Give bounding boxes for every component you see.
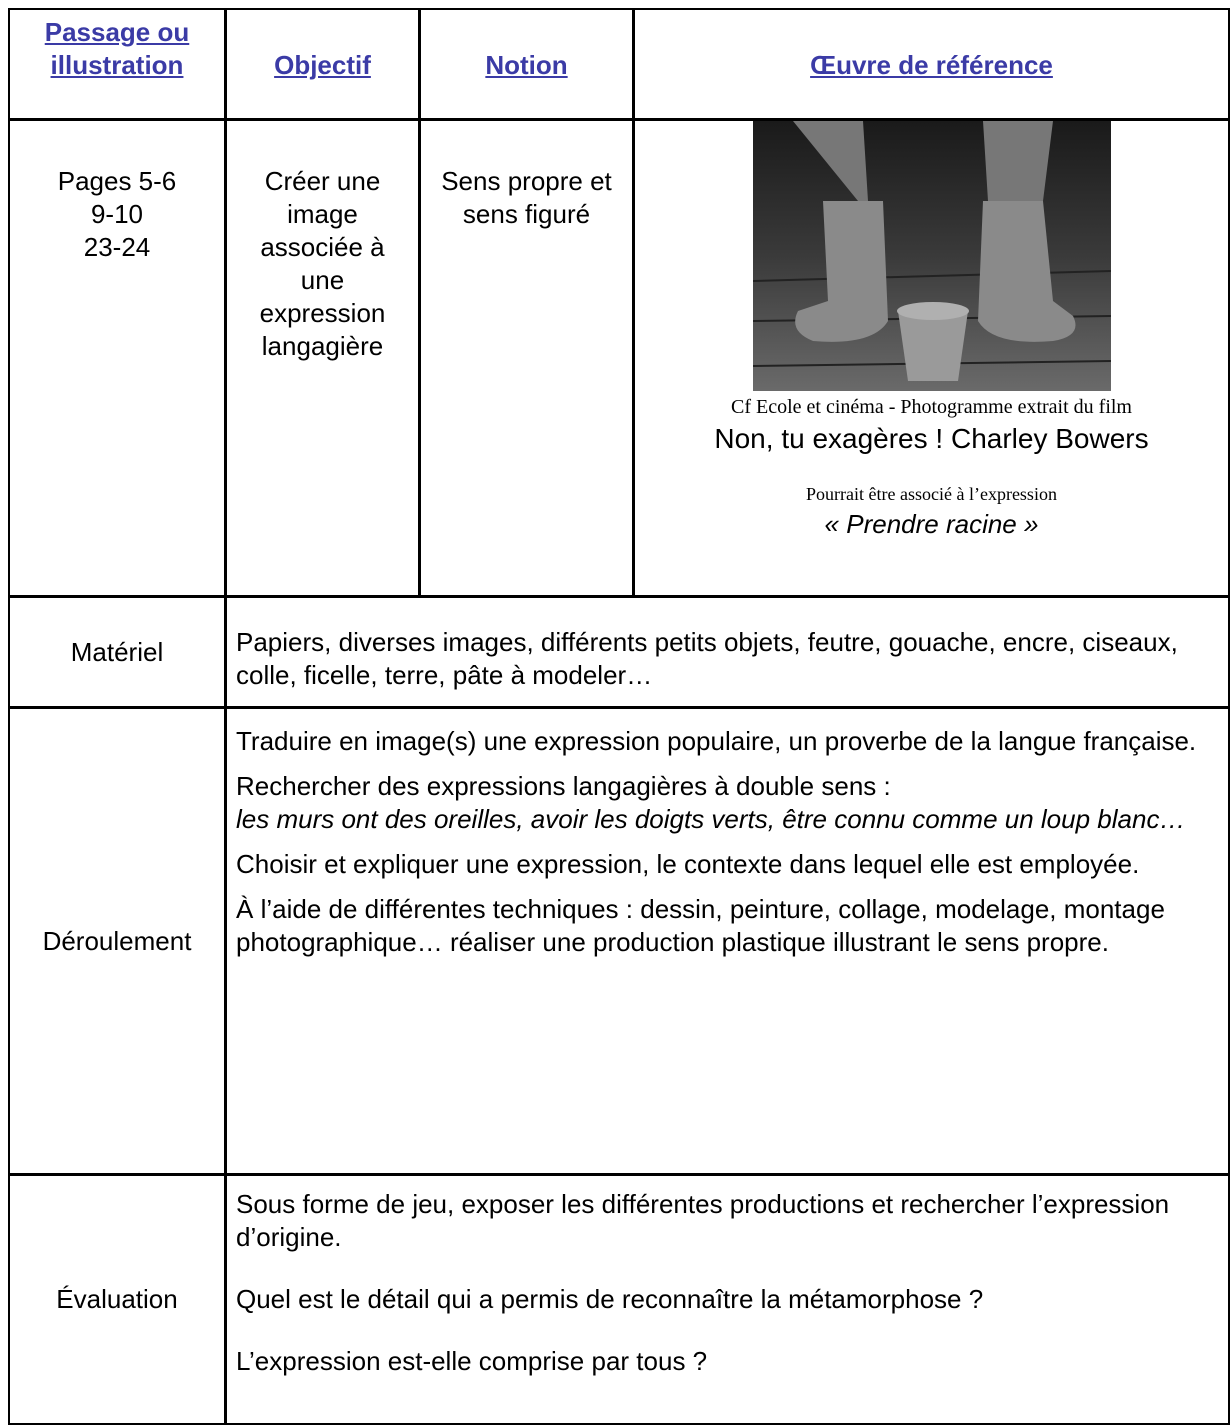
examples: les murs ont des oreilles, avoir les doi… [236,804,1186,834]
film-still [752,121,1111,391]
film-title: Non, tu exagères ! Charley Bowers [714,423,1149,454]
header-oeuvre: Œuvre de référence [633,8,1230,120]
paragraph: Choisir et expliquer une expression, le … [236,849,1140,879]
notion-cell: Sens propre et sens figuré [419,119,634,597]
row-label: Évaluation [56,1284,178,1314]
paragraph: Rechercher des expressions langagières à… [236,770,1218,836]
header-text: Œuvre de référence [810,50,1053,80]
header-passage: Passage ou illustration [8,8,226,120]
expression: « Prendre racine » [824,509,1039,539]
objectif-text: Créer une image associée à une expressio… [259,166,386,361]
deroulement-cell: Traduire en image(s) une expression popu… [225,707,1230,1175]
materiel-text: Papiers, diverses images, différents pet… [236,627,1178,690]
evaluation-label-cell: Évaluation [8,1174,226,1425]
note: Pourrait être associé à l’expression [806,484,1057,504]
header-text: Passage ou illustration [44,17,190,80]
header-text: Notion [485,50,568,80]
paragraph: Sous forme de jeu, exposer les différent… [236,1189,1170,1252]
header-text: Objectif [274,50,371,80]
paragraph: À l’aide de différentes techniques : des… [236,894,1165,957]
row-label: Déroulement [42,925,192,956]
objectif-cell: Créer une image associée à une expressio… [225,119,420,597]
header-notion: Notion [419,8,634,120]
notion-text: Sens propre et sens figuré [441,166,612,229]
materiel-label-cell: Matériel [8,596,226,708]
paragraph: L’expression est-elle comprise par tous … [236,1346,708,1376]
paragraph: Traduire en image(s) une expression popu… [236,726,1197,756]
caption: Cf Ecole et cinéma - Photogramme extrait… [731,396,1132,418]
pages-line: Pages 5-6 [57,166,177,196]
pages-line: 9-10 [90,199,144,229]
deroulement-label-cell: Déroulement [8,707,226,1175]
oeuvre-cell: Cf Ecole et cinéma - Photogramme extrait… [633,119,1230,597]
paragraph-text: Rechercher des expressions langagières à… [236,771,891,801]
evaluation-cell: Sous forme de jeu, exposer les différent… [225,1174,1230,1425]
materiel-cell: Papiers, diverses images, différents pet… [225,596,1230,708]
pages-cell: Pages 5-6 9-10 23-24 [8,119,226,597]
header-objectif: Objectif [225,8,420,120]
pages-line: 23-24 [83,232,151,262]
row-label: Matériel [70,636,164,667]
paragraph: Quel est le détail qui a permis de recon… [236,1284,984,1314]
